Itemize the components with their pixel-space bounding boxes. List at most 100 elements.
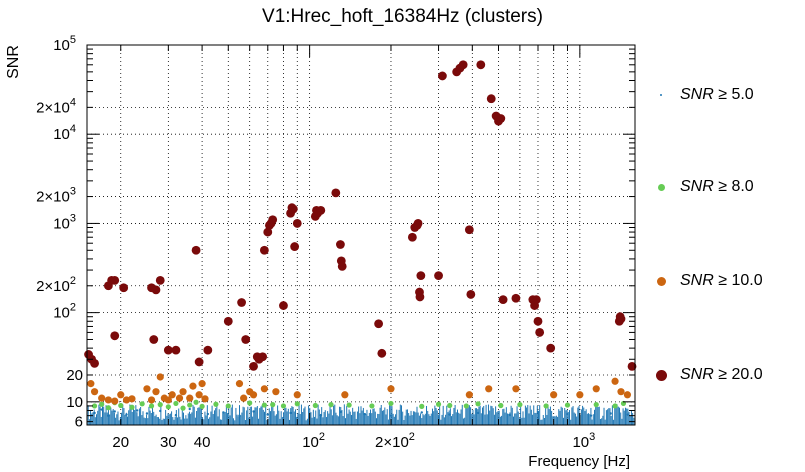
data-point (536, 410, 540, 414)
data-point (434, 271, 443, 281)
data-point (247, 400, 253, 406)
data-point (498, 402, 504, 409)
data-point (415, 292, 425, 302)
data-point (533, 316, 543, 326)
data-point (319, 413, 323, 417)
data-point (388, 400, 394, 407)
data-point (337, 261, 347, 271)
data-point (91, 403, 98, 409)
y-tick-label: 10 (66, 394, 83, 411)
data-point (110, 275, 120, 285)
data-point (252, 410, 255, 413)
data-point (280, 403, 287, 409)
y-tick-label: 103 (53, 212, 76, 232)
data-point (213, 401, 219, 407)
data-point (550, 391, 558, 399)
data-point (387, 385, 395, 393)
y-axis-label: SNR (5, 45, 22, 79)
data-point (191, 245, 201, 255)
data-point (564, 402, 571, 408)
data-point (117, 391, 125, 399)
data-point (517, 402, 523, 408)
data-point (486, 94, 496, 104)
data-point (496, 114, 506, 123)
data-point (293, 391, 301, 399)
data-point (99, 401, 105, 407)
chart-title: V1:Hrec_hoft_16384Hz (clusters) (262, 6, 543, 27)
series-2 (87, 373, 632, 405)
data-point (312, 402, 318, 409)
data-point (107, 414, 110, 417)
data-point (225, 403, 231, 409)
data-point (498, 295, 508, 304)
data-point (104, 396, 112, 404)
data-point (164, 396, 172, 404)
data-point (149, 335, 159, 344)
data-point (611, 377, 619, 385)
data-point (139, 401, 145, 407)
legend-entry: SNR ≥ 5.0 (650, 84, 800, 108)
data-point (592, 385, 600, 393)
data-point (339, 410, 342, 414)
grid-lines (87, 45, 635, 425)
data-point (188, 407, 191, 411)
data-point (223, 316, 233, 326)
axis-ticks (87, 45, 635, 425)
data-point (266, 413, 269, 416)
data-point (476, 60, 486, 70)
data-point (90, 388, 99, 396)
data-point (531, 295, 541, 304)
data-point (237, 298, 246, 307)
data-point (171, 345, 181, 355)
data-point (435, 401, 442, 407)
legend-label: SNR ≥ 20.0 (680, 366, 763, 383)
data-point (543, 403, 549, 409)
data-point (151, 285, 161, 295)
data-point (249, 391, 258, 399)
data-point (593, 402, 599, 408)
data-point (419, 403, 425, 409)
data-point (420, 411, 423, 414)
y-tick-label: 20 (66, 367, 83, 384)
data-point (222, 411, 225, 414)
plot-frame (86, 44, 636, 426)
data-point (413, 219, 423, 228)
data-point (261, 402, 267, 408)
data-point (168, 391, 176, 399)
data-point (165, 404, 171, 410)
data-point (616, 314, 626, 324)
x-tick-label: 102 (302, 431, 325, 451)
y-tick-label: 2×104 (36, 96, 76, 116)
data-point (148, 403, 155, 409)
data-point (249, 361, 258, 371)
data-point (463, 403, 469, 409)
data-point (155, 275, 165, 285)
data-point (98, 394, 106, 402)
y-tick-label: 105 (53, 34, 76, 54)
data-point (143, 385, 151, 393)
data-point (263, 227, 273, 237)
data-point (511, 293, 521, 303)
data-point (156, 373, 164, 381)
data-point (128, 395, 136, 403)
data-point (180, 405, 186, 411)
legend-marker (657, 183, 665, 191)
data-point (363, 412, 366, 416)
data-point (279, 301, 288, 310)
data-point (389, 414, 393, 417)
data-point (105, 405, 111, 411)
y-tick-label: 2×102 (36, 275, 76, 295)
legend-marker (656, 276, 666, 286)
data-point (175, 394, 184, 402)
data-point (199, 403, 205, 409)
data-points (84, 60, 637, 425)
data-point (438, 71, 447, 81)
legend-marker (655, 369, 667, 381)
data-point (173, 400, 179, 407)
data-point (206, 412, 210, 416)
data-point (508, 413, 511, 417)
data-point (159, 409, 162, 413)
data-point (316, 205, 326, 215)
data-point (238, 414, 241, 417)
data-point (129, 404, 135, 410)
